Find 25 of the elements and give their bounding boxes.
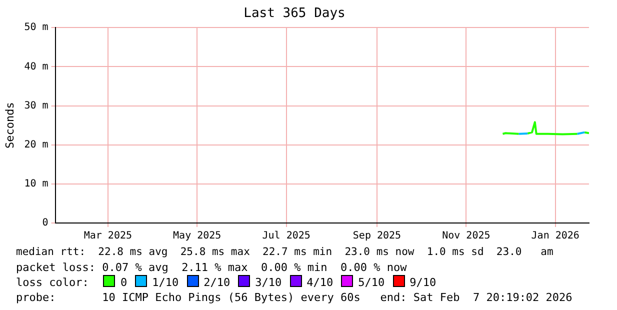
y-tick-label: 10 m [24,178,48,190]
chart-title: Last 365 Days [244,6,346,22]
y-tick-label: 20 m [24,139,48,150]
text: probe: 10 ICMP Echo Pings (56 Bytes) every 60s end: Sat Feb 7 20:19:02 2026 [15,290,574,305]
x-tick-label: Jan 2026 [531,230,580,242]
y-tick-label: 0 [42,218,48,229]
text: packet loss: 0.07 % avg 2.11 % max 0.00 % min 0.00 % now [15,260,408,275]
x-tick-label: Mar 2025 [84,230,132,242]
y-axis-title: Seconds [3,102,16,148]
legend-label: 2/10 [204,276,230,289]
x-tick-label: Sep 2025 [352,230,402,242]
text: median rtt: 22.8 ms avg 25.8 ms max 22.7 ms min 23.0 ms now 1.0 ms sd 23.0 am [15,245,554,260]
legend-label: 3/10 [255,276,282,289]
legend-title: loss color: [16,276,90,289]
legend-label: 9/10 [410,276,436,289]
y-tick-label: 30 m [24,100,48,112]
y-tick-label: 40 m [24,61,48,72]
x-tick-label: Nov 2025 [442,230,490,242]
legend-label: 1/10 [152,276,179,289]
legend-label: 4/10 [306,276,334,289]
legend-label: 5/10 [358,276,385,289]
x-tick-label: May 2025 [173,230,222,242]
legend-label: 0 [120,276,128,289]
y-tick-label: 50 m [24,22,48,34]
x-tick-label: Jul 2025 [262,230,310,242]
